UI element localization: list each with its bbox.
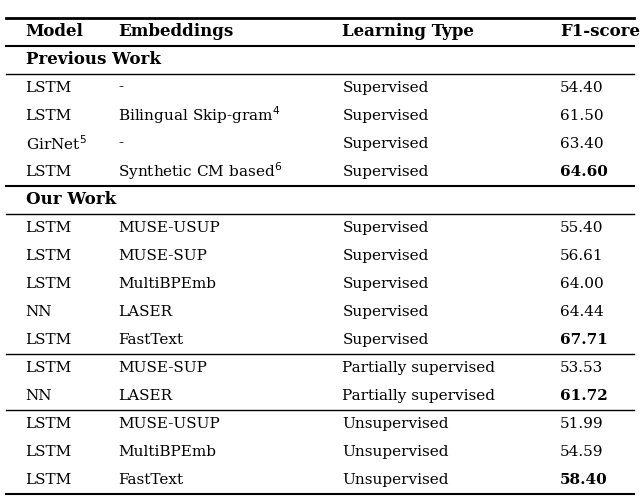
Text: FastText: FastText xyxy=(118,472,184,486)
Text: -: - xyxy=(118,136,124,150)
Text: Supervised: Supervised xyxy=(342,220,429,234)
Text: Synthetic CM based$^{6}$: Synthetic CM based$^{6}$ xyxy=(118,160,282,182)
Text: Supervised: Supervised xyxy=(342,108,429,122)
Text: 58.40: 58.40 xyxy=(560,472,608,486)
Text: Supervised: Supervised xyxy=(342,332,429,346)
Text: 67.71: 67.71 xyxy=(560,332,608,346)
Text: 53.53: 53.53 xyxy=(560,360,604,374)
Text: LSTM: LSTM xyxy=(26,80,72,94)
Text: LSTM: LSTM xyxy=(26,220,72,234)
Text: Bilingual Skip-gram$^{4}$: Bilingual Skip-gram$^{4}$ xyxy=(118,104,281,126)
Text: Supervised: Supervised xyxy=(342,276,429,290)
Text: LSTM: LSTM xyxy=(26,108,72,122)
Text: 54.40: 54.40 xyxy=(560,80,604,94)
Text: Learning Type: Learning Type xyxy=(342,23,474,40)
Text: MUSE-USUP: MUSE-USUP xyxy=(118,220,220,234)
Text: Unsupervised: Unsupervised xyxy=(342,416,449,430)
Text: 61.72: 61.72 xyxy=(560,388,608,402)
Text: LSTM: LSTM xyxy=(26,248,72,262)
Text: NN: NN xyxy=(26,304,52,318)
Text: GirNet$^{5}$: GirNet$^{5}$ xyxy=(26,134,86,153)
Text: 56.61: 56.61 xyxy=(560,248,604,262)
Text: 63.40: 63.40 xyxy=(560,136,604,150)
Text: Partially supervised: Partially supervised xyxy=(342,360,495,374)
Text: 61.50: 61.50 xyxy=(560,108,604,122)
Text: LSTM: LSTM xyxy=(26,164,72,178)
Text: LASER: LASER xyxy=(118,304,173,318)
Text: Our Work: Our Work xyxy=(26,191,116,208)
Text: NN: NN xyxy=(26,388,52,402)
Text: Supervised: Supervised xyxy=(342,248,429,262)
Text: Partially supervised: Partially supervised xyxy=(342,388,495,402)
Text: LSTM: LSTM xyxy=(26,472,72,486)
Text: 64.44: 64.44 xyxy=(560,304,604,318)
Text: MUSE-USUP: MUSE-USUP xyxy=(118,416,220,430)
Text: Supervised: Supervised xyxy=(342,164,429,178)
Text: 55.40: 55.40 xyxy=(560,220,604,234)
Text: Unsupervised: Unsupervised xyxy=(342,472,449,486)
Text: Previous Work: Previous Work xyxy=(26,51,161,68)
Text: LSTM: LSTM xyxy=(26,360,72,374)
Text: LSTM: LSTM xyxy=(26,332,72,346)
Text: F1-score: F1-score xyxy=(560,23,640,40)
Text: 64.60: 64.60 xyxy=(560,164,608,178)
Text: 51.99: 51.99 xyxy=(560,416,604,430)
Text: Unsupervised: Unsupervised xyxy=(342,444,449,458)
Text: Supervised: Supervised xyxy=(342,80,429,94)
Text: FastText: FastText xyxy=(118,332,184,346)
Text: Supervised: Supervised xyxy=(342,136,429,150)
Text: Embeddings: Embeddings xyxy=(118,23,234,40)
Text: LSTM: LSTM xyxy=(26,276,72,290)
Text: 54.59: 54.59 xyxy=(560,444,604,458)
Text: MUSE-SUP: MUSE-SUP xyxy=(118,360,207,374)
Text: -: - xyxy=(118,80,124,94)
Text: Supervised: Supervised xyxy=(342,304,429,318)
Text: Model: Model xyxy=(26,23,83,40)
Text: MUSE-SUP: MUSE-SUP xyxy=(118,248,207,262)
Text: LSTM: LSTM xyxy=(26,416,72,430)
Text: 64.00: 64.00 xyxy=(560,276,604,290)
Text: LASER: LASER xyxy=(118,388,173,402)
Text: MultiBPEmb: MultiBPEmb xyxy=(118,276,216,290)
Text: MultiBPEmb: MultiBPEmb xyxy=(118,444,216,458)
Text: LSTM: LSTM xyxy=(26,444,72,458)
